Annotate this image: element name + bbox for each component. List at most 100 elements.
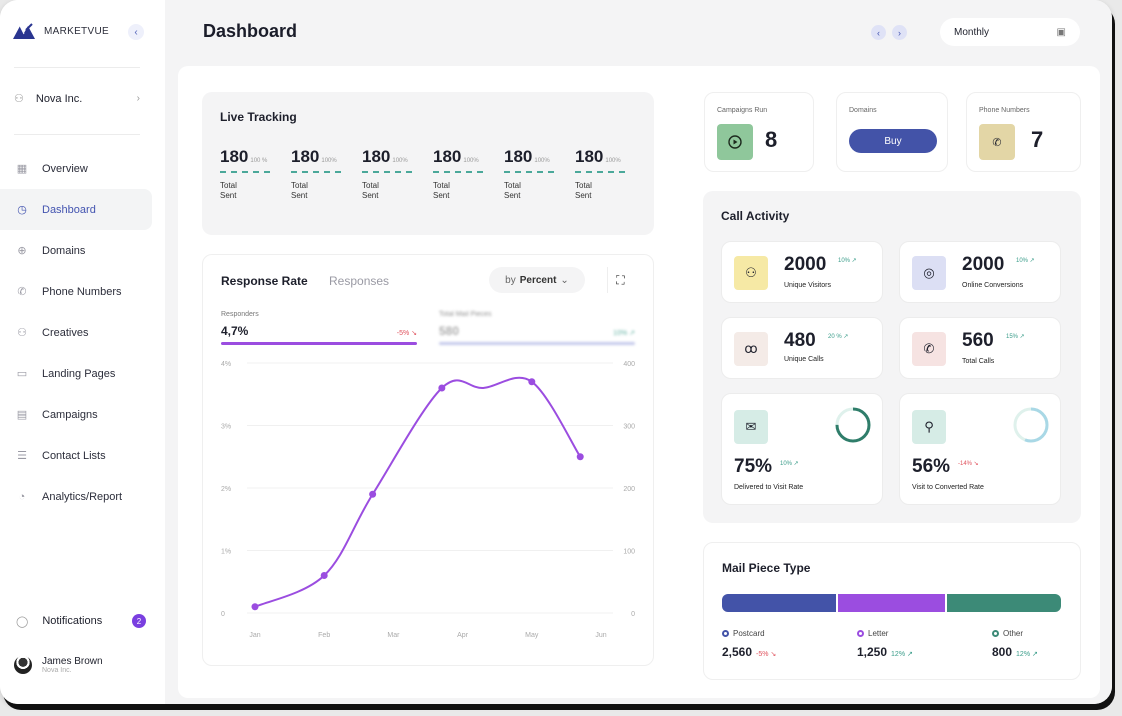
conversions-change: 10% ↗: [1016, 258, 1035, 264]
data-point: [251, 603, 259, 611]
sidebar-item-label: Dashboard: [42, 203, 96, 216]
metric-label: Total Sent: [362, 181, 379, 200]
tab-responses[interactable]: Responses: [329, 274, 390, 288]
chart-mode-select[interactable]: by Percent ⌄: [489, 267, 585, 293]
mail-type-segment: [722, 594, 836, 612]
metric-divider: [433, 171, 483, 173]
converted-rate-ring: [1013, 407, 1049, 443]
location-pin-icon: ⚲: [912, 410, 946, 444]
conversions-label: Online Conversions: [962, 282, 1024, 289]
visit-rate-label: Delivered to Visit Rate: [734, 484, 804, 491]
x-tick-label: Jun: [595, 632, 606, 639]
mail-pieces-bar: [439, 342, 635, 345]
conversions-value: 2000: [962, 254, 1005, 275]
unique-visitors-tile: ⚇ 2000 10% ↗ Unique Visitors: [721, 241, 883, 303]
mail-type-legend-item: Other 800 12% ↗: [992, 629, 1038, 659]
metric-percent: 100%: [321, 158, 337, 164]
responders-caption: Responders: [221, 311, 259, 318]
metric-percent: 100 %: [250, 158, 268, 164]
responders-change: -5% ↘: [396, 330, 417, 337]
mail-type-label: Other: [1003, 629, 1024, 638]
list-icon: ☰: [17, 450, 27, 462]
visit-rate-ring: [835, 407, 871, 443]
sidebar-item-label: Creatives: [42, 326, 89, 339]
globe-icon: ⊕: [17, 245, 27, 257]
phone-numbers-card: Phone Numbers ✆ 7: [966, 92, 1081, 172]
sidebar-item-label: Landing Pages: [42, 367, 116, 380]
call-activity-card: Call Activity ⚇ 2000 10% ↗ Unique Visito…: [703, 191, 1081, 523]
calls-value: 480: [784, 330, 816, 351]
chevron-left-icon: ‹: [134, 26, 138, 38]
period-select[interactable]: Monthly ▣: [940, 18, 1080, 46]
metric-value: 180: [433, 147, 462, 166]
user-profile[interactable]: James Brown Nova Inc.: [14, 656, 103, 674]
people-icon: ⚇: [14, 93, 24, 105]
mail-type-value: 2,560: [722, 645, 753, 659]
buy-domain-button[interactable]: Buy: [849, 129, 937, 153]
period-navigation: ‹ ›: [871, 25, 907, 40]
mail-pieces-value: 580: [439, 324, 460, 338]
sidebar-nav: ▦ Overview ◷ Dashboard ⊕ Domains ✆ Phone Num…: [0, 148, 165, 517]
chevron-right-icon: ›: [898, 27, 901, 38]
play-icon: [717, 124, 753, 160]
mail-type-change: 12% ↗: [891, 651, 913, 658]
visitors-icon: ⚇: [734, 256, 768, 290]
metric-percent: 100%: [463, 158, 479, 164]
gauge-icon: ◔: [18, 490, 26, 503]
unique-calls-tile: ꝏ 480 20 % ↗ Unique Calls: [721, 317, 883, 379]
user-name: James Brown: [42, 656, 103, 667]
logo: MARKETVUE: [12, 22, 109, 40]
legend-dot-icon: [857, 630, 864, 637]
sidebar-item-overview[interactable]: ▦ Overview: [0, 148, 165, 189]
previous-period-button[interactable]: ‹: [871, 25, 886, 40]
mail-type-label: Letter: [868, 629, 889, 638]
x-tick-label: Apr: [457, 632, 469, 639]
sidebar-item-creatives[interactable]: ⚇ Creatives: [0, 312, 165, 353]
document-icon: ▤: [16, 409, 28, 421]
y2-tick-label: 100: [623, 549, 635, 556]
calls-change: 20 % ↗: [828, 334, 849, 340]
marketvue-logo-icon: [13, 23, 35, 39]
data-point: [369, 490, 377, 498]
users-icon: ⚇: [17, 327, 27, 339]
campaigns-caption: Campaigns Run: [717, 107, 768, 114]
x-tick-label: Mar: [387, 632, 400, 639]
organization-selector[interactable]: ⚇ Nova Inc. ›: [14, 92, 140, 106]
sidebar-item-label: Campaigns: [42, 408, 98, 421]
sidebar-item-domains[interactable]: ⊕ Domains: [0, 230, 165, 271]
chevron-down-icon: ⌄: [560, 274, 569, 286]
sidebar-item-contact-lists[interactable]: ☰ Contact Lists: [0, 435, 165, 476]
response-rate-card: Response Rate Responses by Percent ⌄ ⛶ R…: [202, 254, 654, 666]
mail-piece-title: Mail Piece Type: [722, 561, 811, 575]
mail-pieces-change: 10% ↗: [613, 330, 635, 337]
collapse-sidebar-button[interactable]: ‹: [128, 24, 144, 40]
sidebar-item-phone-numbers[interactable]: ✆ Phone Numbers: [0, 271, 165, 312]
x-tick-label: Jan: [249, 632, 260, 639]
conversion-icon: ◎: [912, 256, 946, 290]
expand-chart-button[interactable]: ⛶: [607, 267, 633, 293]
notifications-button[interactable]: ◯ Notifications 2: [16, 614, 146, 628]
call-activity-title: Call Activity: [721, 209, 790, 223]
metric-label: Total Sent: [504, 181, 521, 200]
sidebar-item-landing-pages[interactable]: ▭ Landing Pages: [0, 353, 165, 394]
period-value: Monthly: [954, 26, 990, 38]
visit-rate-change: 10% ↗: [780, 461, 799, 467]
mail-pieces-summary: Total Mail Pieces 580 10% ↗: [439, 311, 635, 345]
sidebar-item-analytics-report[interactable]: ◔ Analytics/Report: [0, 476, 165, 517]
sidebar-item-campaigns[interactable]: ▤ Campaigns: [0, 394, 165, 435]
mail-type-value: 800: [992, 645, 1013, 659]
y-tick-label: 2%: [221, 486, 231, 493]
organization-name: Nova Inc.: [35, 92, 83, 105]
tab-response-rate[interactable]: Response Rate: [221, 274, 308, 288]
window-icon: ▭: [16, 368, 28, 380]
chart-mode-value: Percent: [519, 274, 557, 286]
metric-divider: [291, 171, 341, 173]
metric-label: Total Sent: [433, 181, 450, 200]
next-period-button[interactable]: ›: [892, 25, 907, 40]
divider: [14, 67, 140, 68]
y2-tick-label: 200: [623, 486, 635, 493]
data-point: [528, 378, 536, 386]
responders-value: 4,7%: [221, 324, 249, 338]
sidebar-item-dashboard[interactable]: ◷ Dashboard: [0, 189, 152, 230]
metric-value: 180: [362, 147, 391, 166]
